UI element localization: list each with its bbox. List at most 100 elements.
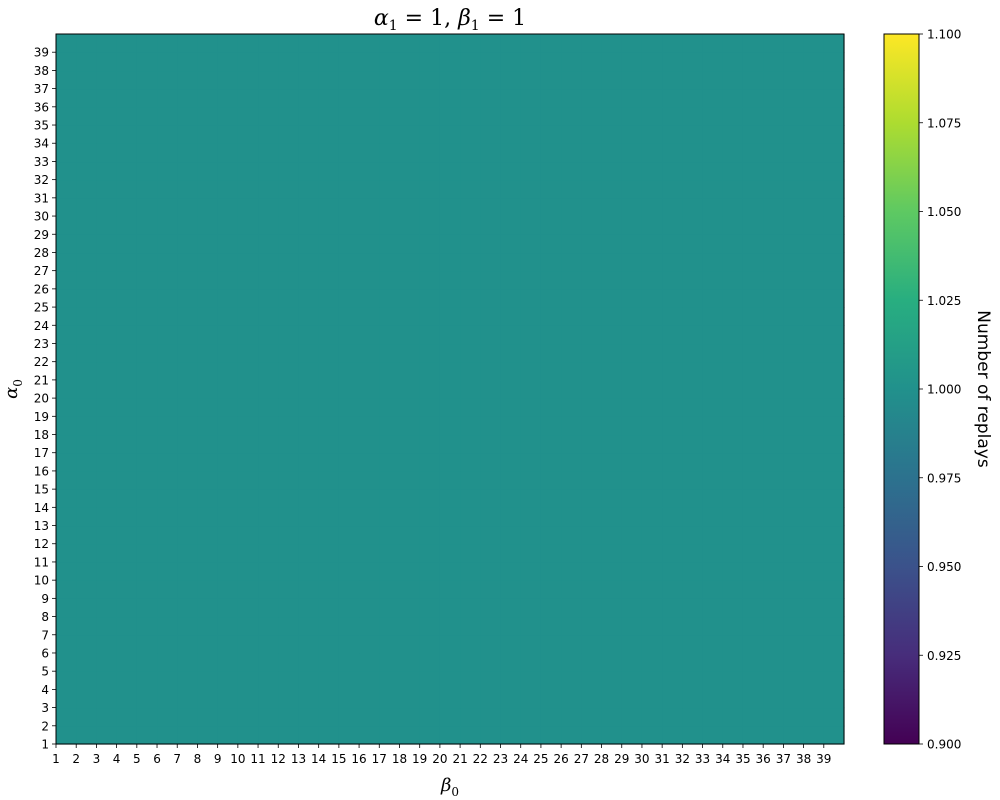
heatmap-cell — [641, 616, 663, 636]
heatmap-cell — [379, 343, 401, 363]
heatmap-cell — [157, 34, 178, 53]
heatmap-cell — [803, 434, 825, 454]
heatmap-cell — [177, 671, 199, 690]
heatmap-cell — [237, 470, 259, 490]
heatmap-cell — [763, 270, 784, 290]
heatmap-cell — [96, 125, 118, 144]
heatmap-cell — [237, 580, 259, 599]
heatmap-cell — [500, 252, 522, 272]
heatmap-cell — [419, 143, 441, 163]
heatmap-cell — [237, 507, 259, 527]
heatmap-cell — [641, 325, 663, 345]
heatmap-cell — [338, 689, 360, 709]
heatmap-cell — [217, 161, 239, 181]
y-tick-label: 34 — [34, 137, 49, 151]
heatmap-cell — [338, 179, 360, 199]
heatmap-cell — [177, 52, 199, 72]
heatmap-cell — [500, 197, 522, 217]
heatmap-cell — [419, 689, 441, 709]
heatmap-cell — [601, 470, 623, 490]
x-tick-label: 16 — [351, 752, 366, 766]
heatmap-cell — [338, 143, 360, 163]
heatmap-cell — [682, 161, 704, 181]
heatmap-cell — [56, 179, 77, 199]
heatmap-cell — [621, 598, 643, 618]
y-tick-label: 3 — [41, 701, 49, 715]
heatmap-cell — [561, 143, 582, 163]
heatmap-cell — [722, 598, 744, 618]
heatmap-cell — [823, 543, 845, 563]
heatmap-cell — [116, 288, 138, 308]
heatmap-cell — [318, 598, 340, 618]
heatmap-cell — [197, 270, 219, 290]
heatmap-cell — [76, 634, 98, 654]
heatmap-cell — [359, 88, 380, 108]
heatmap-cell — [742, 434, 764, 454]
heatmap-cell — [379, 416, 401, 436]
heatmap-cell — [641, 288, 663, 308]
heatmap-cell — [76, 216, 98, 235]
heatmap-cell — [803, 34, 825, 53]
heatmap-cell — [157, 489, 178, 508]
heatmap-cell — [581, 671, 603, 690]
heatmap-cell — [702, 307, 724, 326]
heatmap-cell — [278, 616, 300, 636]
heatmap-cell — [318, 252, 340, 272]
heatmap-cell — [763, 288, 784, 308]
heatmap-cell — [298, 106, 320, 126]
y-axis-label: α0 — [1, 379, 25, 399]
heatmap-cell — [561, 52, 582, 72]
heatmap-cell — [500, 143, 522, 163]
heatmap-cell — [480, 580, 502, 599]
heatmap-cell — [500, 343, 522, 363]
heatmap-cell — [702, 580, 724, 599]
heatmap-cell — [197, 216, 219, 235]
heatmap-cell — [177, 580, 199, 599]
heatmap-cell — [197, 343, 219, 363]
heatmap-cell — [540, 197, 562, 217]
heatmap-cell — [177, 197, 199, 217]
heatmap-cell — [338, 88, 360, 108]
heatmap-cell — [298, 361, 320, 381]
heatmap-cell — [237, 197, 259, 217]
heatmap-cell — [96, 507, 118, 527]
heatmap-cell — [561, 725, 582, 745]
heatmap-cell — [662, 125, 683, 144]
heatmap-cell — [379, 598, 401, 618]
heatmap-cell — [601, 580, 623, 599]
heatmap-cell — [439, 216, 461, 235]
colorbar-tick-label: 1.100 — [927, 28, 961, 42]
heatmap-cell — [581, 689, 603, 709]
heatmap-cell — [177, 88, 199, 108]
heatmap-cell — [56, 525, 77, 545]
heatmap-cell — [116, 689, 138, 709]
heatmap-cell — [500, 707, 522, 727]
heatmap-cell — [763, 543, 784, 563]
heatmap-cell — [379, 398, 401, 417]
heatmap-cell — [136, 252, 158, 272]
heatmap-cell — [763, 598, 784, 618]
heatmap-cell — [116, 671, 138, 690]
heatmap-cell — [641, 379, 663, 399]
heatmap-cell — [116, 434, 138, 454]
heatmap-cell — [157, 689, 178, 709]
heatmap-cell — [621, 179, 643, 199]
colorbar-label: Number of replays — [973, 310, 993, 468]
heatmap-cell — [136, 652, 158, 672]
heatmap-cell — [258, 307, 279, 326]
x-tick-label: 13 — [291, 752, 306, 766]
heatmap-cell — [621, 325, 643, 345]
heatmap-cell — [278, 689, 300, 709]
heatmap-cell — [157, 470, 178, 490]
heatmap-cell — [419, 725, 441, 745]
heatmap-cell — [601, 598, 623, 618]
heatmap-cell — [399, 416, 421, 436]
heatmap-cell — [379, 434, 401, 454]
heatmap-cell — [682, 652, 704, 672]
heatmap-cell — [359, 434, 380, 454]
heatmap-cell — [136, 161, 158, 181]
heatmap-cell — [76, 434, 98, 454]
heatmap-cell — [460, 543, 481, 563]
heatmap-cell — [76, 671, 98, 690]
heatmap-cell — [480, 361, 502, 381]
